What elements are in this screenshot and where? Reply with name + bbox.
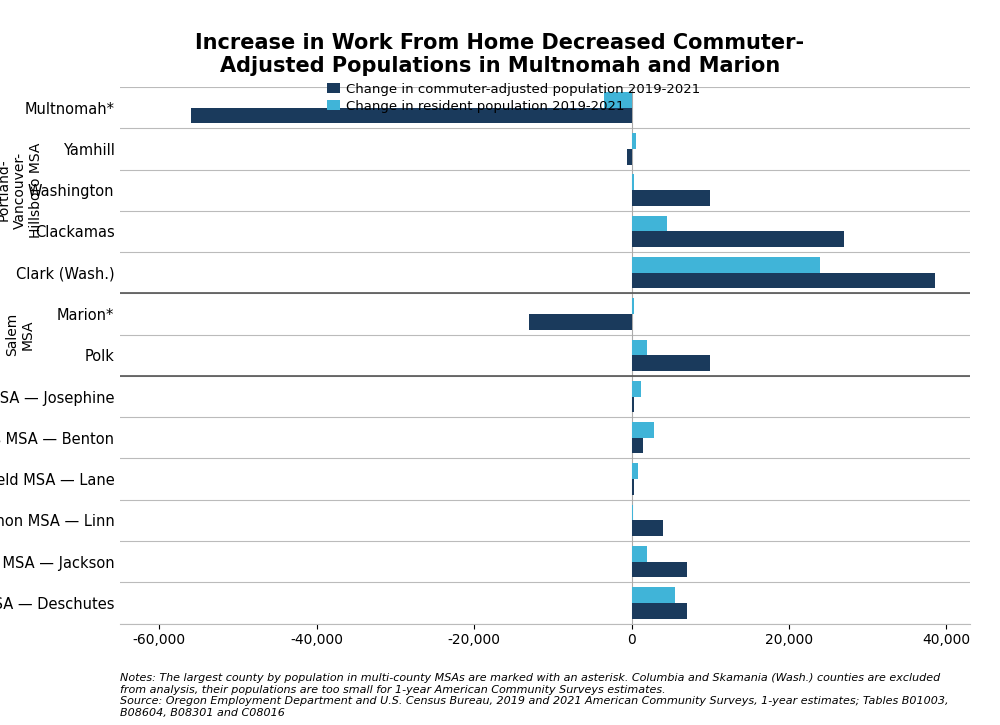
Bar [632,298,634,314]
Legend: Change in commuter-adjusted population 2019-2021, Change in resident population : Change in commuter-adjusted population 2… [327,83,701,112]
Bar [632,257,820,273]
Text: Increase in Work From Home Decreased Commuter-
Adjusted Populations in Multnomah: Increase in Work From Home Decreased Com… [195,33,805,76]
Bar [632,562,687,577]
Bar [632,273,935,289]
Bar [632,381,641,397]
Bar [632,397,634,413]
Bar [632,133,636,149]
Text: Notes: The largest county by population in multi-county MSAs are marked with an : Notes: The largest county by population … [120,673,948,718]
Bar [632,355,710,371]
Bar [632,546,647,562]
Bar [632,521,663,536]
Bar [632,231,844,247]
Text: Portland-
Vancouver-
Hillsboro MSA: Portland- Vancouver- Hillsboro MSA [0,143,43,238]
Bar [529,314,632,330]
Bar [632,505,633,521]
Bar [632,339,647,355]
Bar [632,438,643,453]
Bar [632,479,634,494]
Bar [632,463,638,479]
Bar [632,587,675,603]
Bar [632,422,654,438]
Bar [632,216,667,231]
Bar [632,190,710,206]
Bar [191,107,632,123]
Bar [632,603,687,618]
Text: Salem
MSA: Salem MSA [5,313,35,356]
Bar [604,92,632,107]
Bar [632,175,634,190]
Bar [627,149,632,165]
